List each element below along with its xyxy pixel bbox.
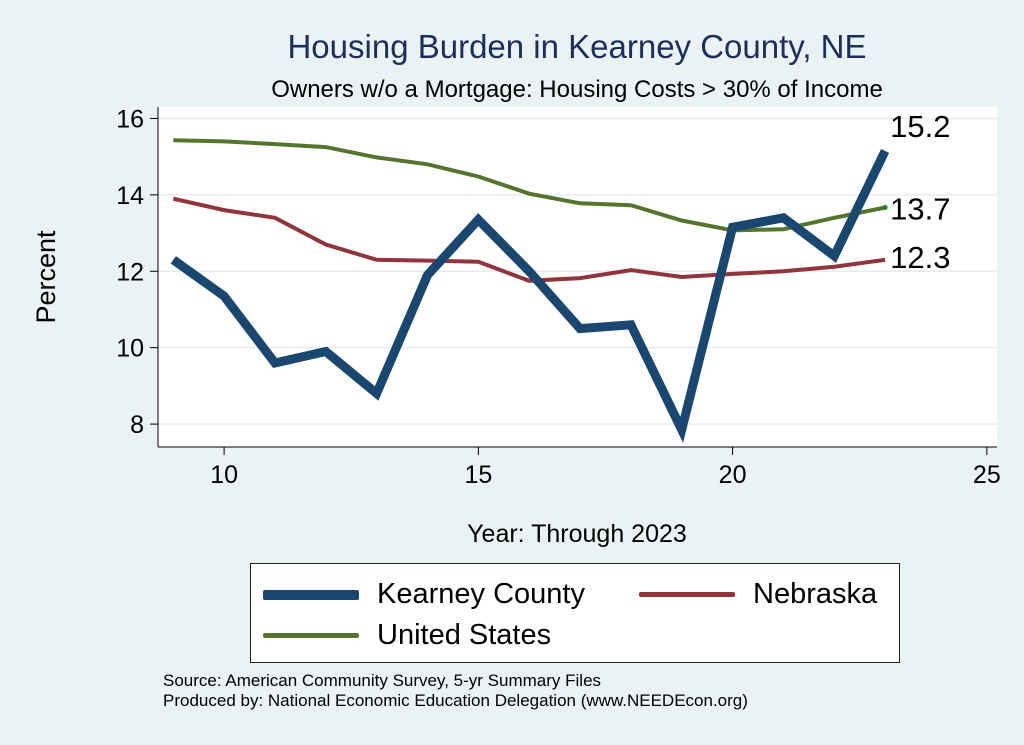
x-axis-label: Year: Through 2023 [467, 520, 687, 548]
x-tick-label-25: 25 [973, 461, 1001, 489]
series-line-nebraska [172, 196, 886, 283]
x-tick-label-10: 10 [210, 461, 238, 489]
legend-label-united-states: United States [377, 619, 552, 651]
end-labels: 15.2 12.3 13.7 [890, 109, 950, 275]
legend-swatch-united-states [263, 633, 359, 638]
end-point-united-states [882, 204, 888, 210]
x-tick-label-20: 20 [719, 461, 747, 489]
legend-item-nebraska: Nebraska [639, 578, 877, 611]
legend-swatch-nebraska [639, 592, 735, 597]
legend-label-kearney: Kearney County [377, 578, 585, 610]
source-note: Source: American Community Survey, 5-yr … [163, 671, 748, 711]
y-tick-label-10: 10 [116, 335, 144, 363]
gridlines [158, 117, 997, 425]
y-tick-label-14: 14 [116, 182, 144, 210]
legend-item-kearney: Kearney County [263, 578, 585, 611]
chart-subtitle: Owners w/o a Mortgage: Housing Costs > 3… [271, 76, 883, 103]
legend-label-nebraska: Nebraska [753, 578, 878, 610]
legend: Kearney County Nebraska United States [250, 563, 900, 663]
series-line-united-states [173, 138, 886, 233]
source-line: Source: American Community Survey, 5-yr … [163, 671, 602, 690]
end-label-nebraska: 12.3 [890, 240, 950, 275]
legend-swatch-kearney [263, 589, 359, 600]
y-axis-ticks: 8 10 12 14 16 [116, 105, 158, 439]
end-label-united-states: 13.7 [890, 191, 950, 226]
x-axis-ticks: 10 15 20 25 [210, 447, 1001, 489]
y-tick-label-8: 8 [130, 411, 144, 439]
y-tick-label-16: 16 [116, 105, 144, 133]
legend-item-united-states: United States [263, 619, 551, 652]
series-line-kearney-county [170, 148, 890, 443]
y-axis-label: Percent [31, 230, 61, 324]
y-tick-label-12: 12 [116, 258, 144, 286]
x-tick-label-15: 15 [464, 461, 492, 489]
series-lines [170, 138, 890, 443]
chart-title: Housing Burden in Kearney County, NE [287, 28, 866, 65]
produced-by-line: Produced by: National Economic Education… [163, 691, 748, 710]
end-label-kearney-county: 15.2 [890, 109, 950, 144]
